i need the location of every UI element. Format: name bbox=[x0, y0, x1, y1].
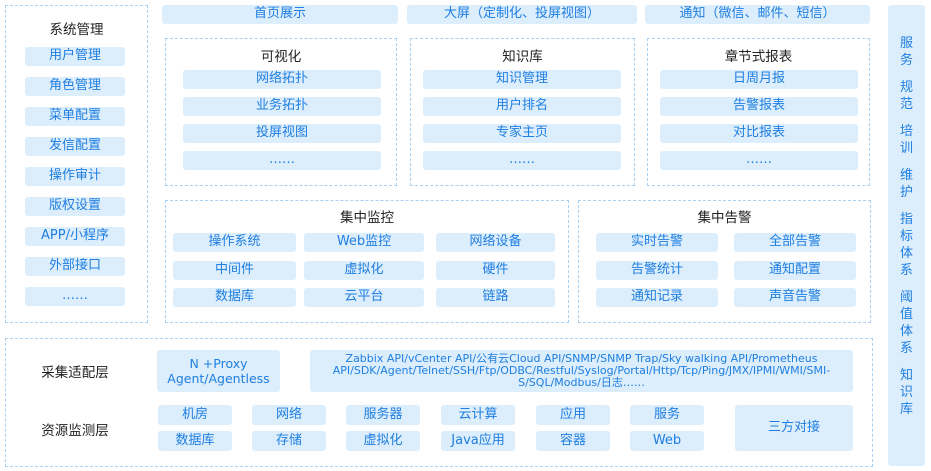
side-item: 维护 bbox=[899, 168, 913, 200]
third-party-box: 三方对接 bbox=[735, 405, 853, 451]
monitoring-item: 网络设备 bbox=[436, 233, 555, 252]
resource-item: 云计算 bbox=[441, 405, 515, 425]
monitoring-item: 中间件 bbox=[173, 260, 296, 280]
side-item: 知识库 bbox=[899, 368, 913, 417]
system-mgmt-item: 用户管理 bbox=[25, 47, 125, 66]
monitoring-item: 云平台 bbox=[304, 288, 424, 307]
monitoring-item: 链路 bbox=[436, 288, 555, 307]
side-column: 服务规范培训维护指标体系阈值体系知识库 bbox=[888, 5, 925, 466]
alerts-item: 通知配置 bbox=[734, 260, 856, 280]
reports-item: 告警报表 bbox=[660, 97, 858, 116]
resource-item: 服务器 bbox=[346, 405, 420, 425]
resource-item: 网络 bbox=[252, 405, 326, 425]
alerts-item: 声音告警 bbox=[734, 288, 856, 307]
visualization-item: 投屏视图 bbox=[183, 124, 381, 143]
system-mgmt-item: 菜单配置 bbox=[25, 107, 125, 126]
top-bar-item: 大屏（定制化、投屏视图） bbox=[407, 5, 637, 24]
alerts-item: 全部告警 bbox=[734, 233, 856, 252]
monitoring-item: Web监控 bbox=[304, 233, 424, 252]
system-mgmt-item: 操作审计 bbox=[25, 167, 125, 186]
side-item: 服务 bbox=[899, 36, 913, 68]
reports-panel bbox=[647, 38, 870, 186]
collection-label: 采集适配层 bbox=[41, 365, 109, 381]
knowledge-item: 用户排名 bbox=[423, 97, 621, 116]
protocols-box: Zabbix API/vCenter API/公有云Cloud API/SNMP… bbox=[310, 350, 853, 392]
reports-item: 日周月报 bbox=[660, 70, 858, 89]
bottom-panel bbox=[5, 338, 873, 467]
alerts-item: 实时告警 bbox=[596, 233, 718, 252]
side-item: 指标体系 bbox=[899, 212, 913, 278]
reports-item: …… bbox=[660, 151, 858, 170]
system-mgmt-panel bbox=[5, 5, 148, 323]
alerts-panel bbox=[578, 200, 871, 323]
resource-item: 存储 bbox=[252, 431, 326, 451]
knowledge-title: 知识库 bbox=[502, 49, 543, 65]
resource-item: 服务 bbox=[630, 405, 704, 425]
monitoring-title: 集中监控 bbox=[340, 210, 394, 226]
system-mgmt-item: 发信配置 bbox=[25, 137, 125, 156]
resource-item: Web bbox=[630, 431, 704, 451]
resource-item: 容器 bbox=[536, 431, 610, 451]
reports-title: 章节式报表 bbox=[724, 49, 793, 65]
monitoring-item: 虚拟化 bbox=[304, 260, 424, 280]
alerts-title: 集中告警 bbox=[697, 210, 752, 226]
side-item: 阈值体系 bbox=[899, 290, 913, 356]
visualization-item: …… bbox=[183, 151, 381, 170]
knowledge-item: …… bbox=[423, 151, 621, 170]
system-mgmt-item: 版权设置 bbox=[25, 197, 125, 216]
system-mgmt-item: APP/小程序 bbox=[25, 227, 125, 246]
resource-item: Java应用 bbox=[441, 431, 515, 451]
side-item: 规范 bbox=[899, 80, 913, 112]
proxy-line: Agent/Agentless bbox=[167, 371, 270, 386]
resource-item: 数据库 bbox=[158, 431, 232, 451]
alerts-item: 告警统计 bbox=[596, 260, 718, 280]
system-mgmt-title: 系统管理 bbox=[49, 22, 104, 38]
side-item: 培训 bbox=[899, 124, 913, 156]
knowledge-item: 知识管理 bbox=[423, 70, 621, 89]
proxy-line: N +Proxy bbox=[189, 356, 248, 371]
system-mgmt-item: 角色管理 bbox=[25, 77, 125, 96]
monitoring-panel bbox=[165, 200, 569, 323]
knowledge-item: 专家主页 bbox=[423, 124, 621, 143]
resource-item: 虚拟化 bbox=[346, 431, 420, 451]
resource-item: 机房 bbox=[158, 405, 232, 425]
resources-label: 资源监测层 bbox=[41, 423, 109, 439]
visualization-item: 业务拓扑 bbox=[183, 97, 381, 116]
system-mgmt-item: …… bbox=[25, 287, 125, 306]
monitoring-item: 操作系统 bbox=[173, 233, 296, 252]
reports-item: 对比报表 bbox=[660, 124, 858, 143]
resource-item: 应用 bbox=[536, 405, 610, 425]
visualization-title: 可视化 bbox=[260, 49, 302, 65]
alerts-item: 通知记录 bbox=[596, 288, 718, 307]
visualization-panel bbox=[165, 38, 397, 186]
top-bar-item: 通知（微信、邮件、短信） bbox=[645, 5, 870, 24]
knowledge-panel bbox=[410, 38, 635, 186]
system-mgmt-item: 外部接口 bbox=[25, 257, 125, 276]
proxy-box: N +Proxy Agent/Agentless bbox=[157, 350, 280, 392]
top-bar-item: 首页展示 bbox=[162, 5, 398, 24]
visualization-item: 网络拓扑 bbox=[183, 70, 381, 89]
monitoring-item: 硬件 bbox=[436, 260, 555, 280]
monitoring-item: 数据库 bbox=[173, 288, 296, 307]
